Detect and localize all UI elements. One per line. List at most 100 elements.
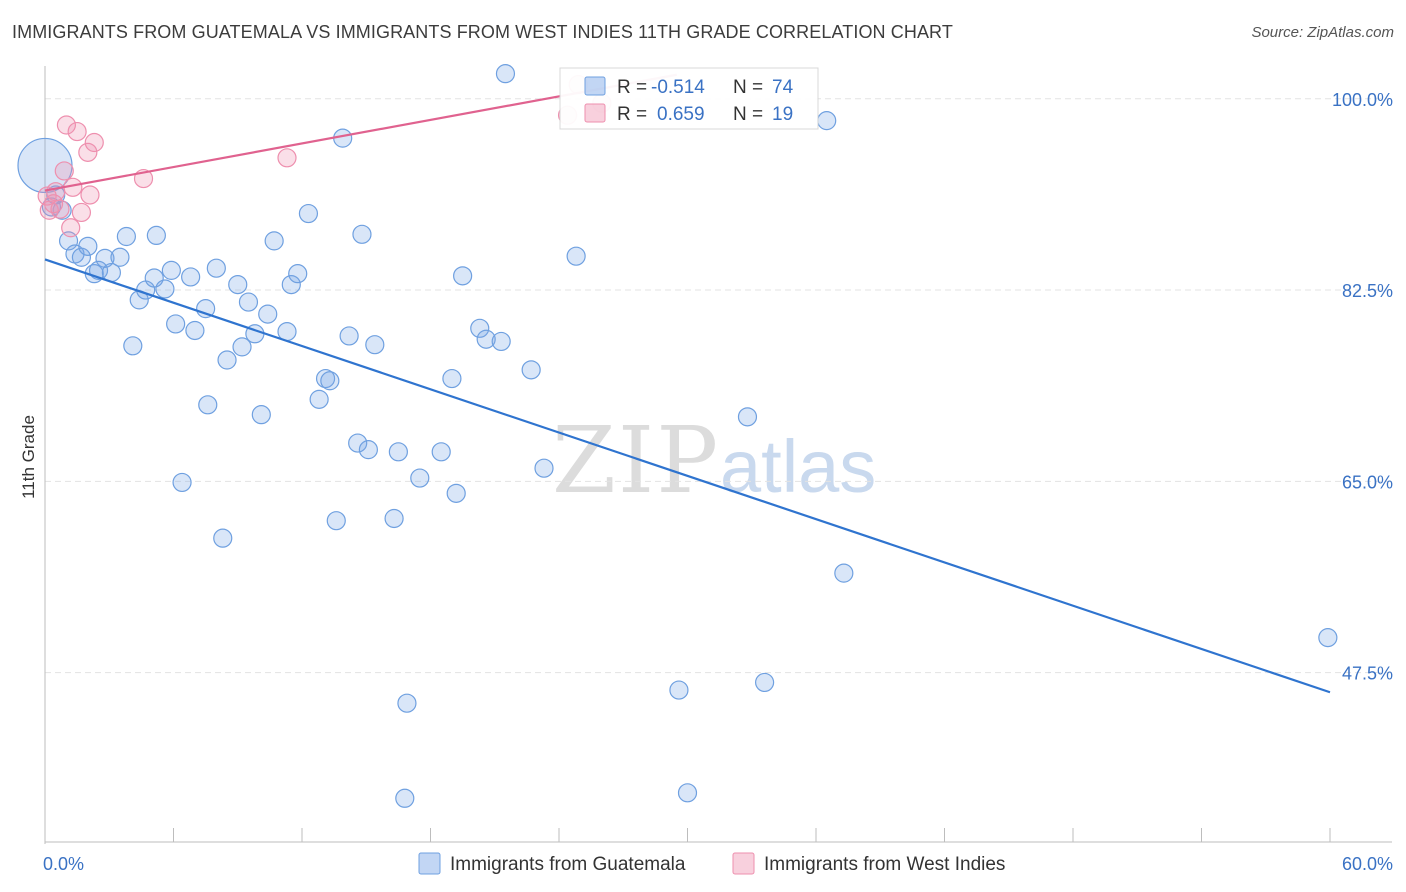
- west-indies-point-11: [78, 142, 98, 162]
- guatemala-point-70: [817, 111, 837, 131]
- guatemala-point-54: [410, 468, 430, 488]
- stats-swatch-west-indies: [584, 103, 606, 123]
- trend-lines: [44, 73, 1331, 694]
- x-tick-label-0: 0.0%: [43, 854, 84, 874]
- guatemala-point-42: [320, 371, 340, 391]
- west-indies-point-15: [277, 148, 297, 168]
- guatemala-point-55: [431, 442, 451, 462]
- guatemala-point-13: [123, 336, 143, 356]
- guatemala-point-61: [491, 331, 511, 352]
- y-axis-label: 11th Grade: [19, 415, 38, 499]
- guatemala-point-48: [358, 440, 378, 460]
- guatemala-point-69: [754, 672, 775, 693]
- watermark-zip: ZIP: [552, 407, 720, 514]
- stats-n-label-west-indies: N =: [733, 104, 763, 125]
- west-indies-point-9: [67, 121, 87, 142]
- watermark-atlas: atlas: [720, 425, 876, 508]
- west-indies-point-3: [46, 182, 66, 202]
- guatemala-point-49: [365, 335, 385, 355]
- guatemala-point-21: [172, 472, 192, 493]
- west-indies-point-13: [84, 132, 104, 153]
- guatemala-point-62: [495, 64, 516, 84]
- stats-box-frame: [559, 67, 819, 130]
- series-guatemala-points: [17, 64, 1338, 808]
- legend: Immigrants from Guatemala Immigrants fro…: [418, 852, 1005, 875]
- stats-n-label-guatemala: N =: [733, 77, 763, 98]
- x-tick-label-1: 60.0%: [1342, 854, 1393, 874]
- stats-n-value-west-indies: 19: [772, 104, 793, 125]
- guatemala-point-30: [232, 337, 252, 357]
- guatemala-point-59: [470, 318, 490, 338]
- west-indies-point-10: [71, 202, 92, 223]
- guatemala-point-11: [110, 247, 130, 267]
- guatemala-point-38: [288, 264, 308, 284]
- legend-swatch-west-indies: [732, 852, 755, 875]
- guatemala-point-53: [397, 693, 417, 713]
- west-indies-point-7: [61, 218, 81, 238]
- west-indies-point-12: [80, 185, 100, 205]
- guatemala-point-18: [155, 279, 175, 299]
- west-indies-point-6: [56, 115, 77, 135]
- guatemala-point-6: [78, 236, 98, 256]
- stats-n-value-guatemala: 74: [772, 77, 794, 98]
- y-tick-label-2: 65.0%: [1342, 472, 1393, 492]
- guatemala-point-50: [384, 508, 404, 529]
- guatemala-point-66: [669, 680, 689, 700]
- guatemala-point-29: [228, 274, 248, 295]
- guatemala-point-43: [326, 511, 346, 531]
- guatemala-point-57: [446, 483, 466, 503]
- guatemala-point-63: [521, 360, 541, 380]
- guatemala-point-5: [71, 247, 92, 267]
- guatemala-point-72: [1318, 628, 1338, 648]
- y-tick-label-1: 82.5%: [1342, 281, 1393, 301]
- guatemala-point-20: [166, 314, 186, 334]
- guatemala-point-51: [388, 442, 408, 462]
- guatemala-point-27: [213, 528, 233, 548]
- guatemala-point-35: [264, 231, 284, 251]
- guatemala-point-52: [395, 788, 415, 808]
- legend-label-west-indies: Immigrants from West Indies: [764, 854, 1005, 875]
- trend-line-guatemala: [44, 258, 1331, 694]
- guatemala-point-60: [476, 329, 496, 349]
- stats-r-value-guatemala: -0.514: [651, 77, 705, 98]
- west-indies-point-5: [54, 161, 74, 181]
- legend-swatch-guatemala: [418, 852, 441, 875]
- guatemala-point-68: [737, 407, 758, 427]
- guatemala-point-71: [834, 563, 854, 583]
- legend-label-guatemala: Immigrants from Guatemala: [450, 854, 686, 875]
- stats-r-label-west-indies: R =: [617, 104, 647, 125]
- guatemala-point-33: [251, 405, 271, 425]
- guatemala-point-25: [198, 395, 218, 415]
- guatemala-point-34: [258, 304, 278, 324]
- guatemala-point-22: [181, 267, 201, 287]
- y-tick-labels: 100.0% 82.5% 65.0% 47.5%: [1332, 90, 1393, 684]
- source-label: Source: ZipAtlas.com: [1251, 24, 1394, 41]
- x-tick-labels: 0.0% 60.0%: [43, 854, 1393, 874]
- guatemala-point-28: [217, 350, 237, 370]
- guatemala-point-31: [238, 292, 259, 312]
- guatemala-point-26: [206, 258, 226, 278]
- guatemala-point-64: [534, 458, 554, 478]
- stats-swatch-guatemala: [584, 76, 606, 96]
- guatemala-point-46: [348, 433, 368, 453]
- guatemala-point-39: [298, 203, 319, 224]
- stats-box: R = -0.514 N = 74 R = 0.659 N = 19: [559, 67, 819, 130]
- axes: [44, 66, 1392, 844]
- gridlines: [45, 98, 1392, 674]
- guatemala-point-47: [352, 224, 372, 244]
- y-tick-label-0: 100.0%: [1332, 90, 1393, 110]
- west-indies-point-0: [37, 186, 57, 206]
- stats-r-value-west-indies: 0.659: [657, 104, 705, 125]
- y-tick-label-3: 47.5%: [1342, 664, 1393, 684]
- guatemala-point-37: [281, 274, 301, 295]
- guatemala-point-9: [95, 248, 115, 268]
- guatemala-point-12: [116, 226, 136, 247]
- guatemala-point-65: [566, 246, 586, 266]
- stats-r-label-guatemala: R =: [617, 77, 647, 98]
- guatemala-point-56: [442, 368, 462, 389]
- guatemala-point-45: [339, 326, 359, 346]
- watermark: ZIP atlas: [552, 407, 876, 514]
- guatemala-point-17: [146, 225, 166, 246]
- west-indies-point-4: [50, 199, 70, 219]
- guatemala-point-58: [453, 266, 473, 286]
